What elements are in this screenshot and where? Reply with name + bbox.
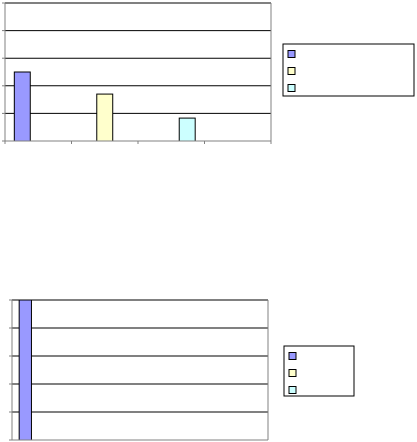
- legend-swatch: [288, 352, 297, 360]
- bar: [18, 299, 32, 441]
- legend-swatch: [287, 67, 296, 75]
- legend-swatch: [288, 369, 297, 377]
- legend: [282, 43, 415, 97]
- bar: [178, 117, 196, 142]
- bar: [13, 71, 31, 142]
- legend-swatch: [287, 84, 296, 92]
- bar: [96, 93, 114, 142]
- legend-swatch: [288, 386, 297, 394]
- legend-swatch: [287, 50, 296, 58]
